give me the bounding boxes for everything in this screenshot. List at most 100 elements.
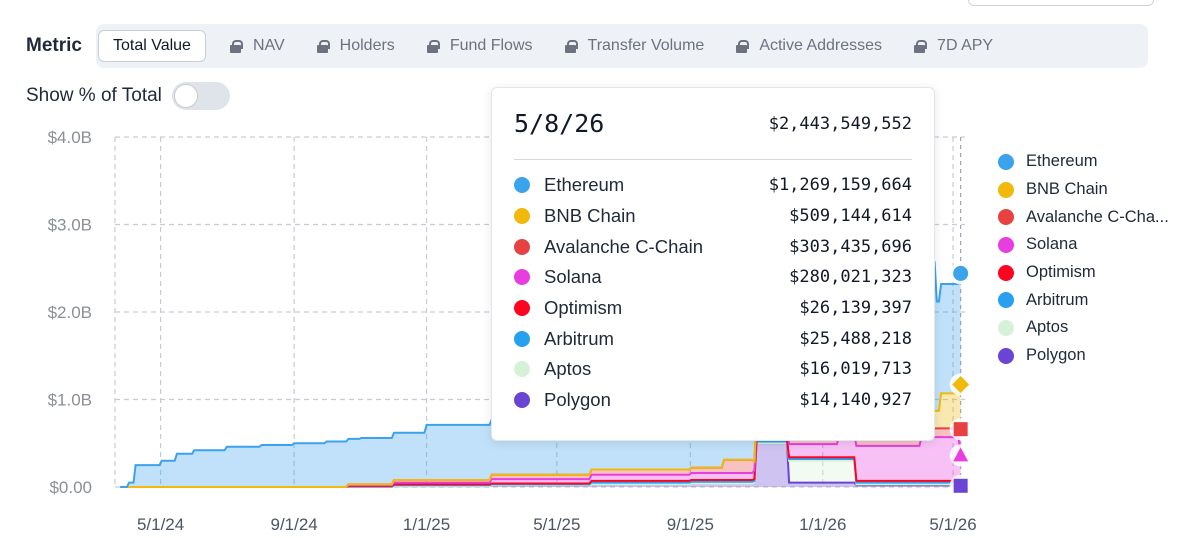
legend-label: Optimism — [1026, 263, 1096, 282]
tooltip-date: 5/8/26 — [514, 109, 605, 138]
show-percent-toggle[interactable] — [171, 82, 230, 110]
tooltip-series-name: Ethereum — [544, 174, 625, 196]
legend-swatch — [998, 153, 1014, 170]
tooltip-series-value: $16,019,713 — [799, 359, 912, 380]
legend-label: Polygon — [1026, 346, 1086, 365]
show-percent-row: Show % of Total — [26, 82, 230, 110]
legend-label: Arbitrum — [1026, 290, 1089, 309]
x-tick-label: 5/1/24 — [137, 515, 184, 534]
metric-label: Metric — [26, 35, 82, 56]
legend-item-arbitrum[interactable]: Arbitrum — [998, 286, 1169, 314]
tooltip-swatch — [514, 269, 530, 286]
tooltip-swatch — [514, 208, 530, 225]
tab-total-value[interactable]: Total Value — [97, 30, 206, 62]
legend-label: Avalanche C-Cha... — [1026, 207, 1169, 226]
chart-hover-markers — [949, 137, 972, 497]
legend-label: Ethereum — [1026, 152, 1098, 171]
y-tick-label: $2.0B — [48, 303, 92, 322]
hover-marker-bnb-chain — [952, 376, 970, 394]
legend-item-avalanche-c-cha[interactable]: Avalanche C-Cha... — [998, 203, 1169, 231]
legend-swatch — [998, 347, 1014, 364]
legend-swatch — [998, 264, 1014, 281]
legend-item-polygon[interactable]: Polygon — [998, 342, 1169, 370]
tooltip-series-name: Arbitrum — [544, 327, 614, 349]
area-aptos — [120, 443, 961, 487]
hover-marker-avalanche-c-chain — [953, 422, 968, 437]
tab-label: Total Value — [112, 37, 191, 54]
x-tick-label: 5/1/25 — [533, 515, 580, 534]
tooltip-row-aptos: Aptos $16,019,713 — [514, 354, 912, 385]
tooltip-series-value: $1,269,159,664 — [768, 175, 912, 196]
metric-tab-bar: Total Value NAV Holders Fund Flows Transfer … — [95, 24, 1148, 68]
tooltip-series-name: Optimism — [544, 297, 623, 319]
tooltip-row-polygon: Polygon $14,140,927 — [514, 385, 912, 416]
tooltip-series-name: Polygon — [544, 389, 611, 411]
x-tick-label: 9/1/24 — [270, 515, 317, 534]
tab-fund-flows[interactable]: Fund Flows — [411, 30, 549, 62]
tooltip-swatch — [514, 330, 530, 347]
x-tick-label: 9/1/25 — [667, 515, 714, 534]
tooltip-row-avalanche-c-chain: Avalanche C-Chain $303,435,696 — [514, 231, 912, 262]
tooltip-row-bnb-chain: BNB Chain $509,144,614 — [514, 201, 912, 232]
metric-selector: Metric Total Value NAV Holders Fund Flows Tr… — [26, 24, 1148, 68]
hover-marker-solana — [953, 447, 969, 462]
legend-label: BNB Chain — [1026, 180, 1108, 199]
tooltip-series-name: Aptos — [544, 358, 592, 380]
hover-tooltip: 5/8/26 $2,443,549,552 Ethereum $1,269,159… — [491, 87, 935, 441]
tab-transfer-volume[interactable]: Transfer Volume — [549, 30, 721, 62]
lock-icon — [914, 39, 928, 53]
tooltip-series-value: $26,139,397 — [799, 298, 912, 319]
lock-icon — [316, 39, 330, 53]
tooltip-series-value: $509,144,614 — [789, 206, 912, 227]
x-tick-label: 1/1/25 — [403, 515, 450, 534]
tab-label: Fund Flows — [449, 37, 533, 54]
tooltip-series-name: Solana — [544, 266, 602, 288]
show-percent-label: Show % of Total — [26, 85, 162, 106]
tab-nav[interactable]: NAV — [214, 30, 301, 62]
legend-item-bnb-chain[interactable]: BNB Chain — [998, 176, 1169, 204]
tooltip-series-value: $14,140,927 — [799, 390, 912, 411]
chart-axes: $0.00 $1.0B $2.0B $3.0B $4.0B 5/1/24 9/1/24 1/1… — [48, 128, 977, 534]
legend-label: Solana — [1026, 235, 1078, 254]
y-tick-label: $1.0B — [48, 391, 92, 410]
hover-marker-polygon — [953, 478, 968, 493]
tooltip-series-value: $280,021,323 — [789, 267, 912, 288]
tooltip-swatch — [514, 238, 530, 255]
y-tick-label: $0.00 — [49, 478, 92, 497]
legend-swatch — [998, 181, 1014, 198]
tooltip-swatch — [514, 361, 530, 378]
tooltip-row-optimism: Optimism $26,139,397 — [514, 293, 912, 324]
tab-label: 7D APY — [937, 37, 994, 54]
legend-item-aptos[interactable]: Aptos — [998, 314, 1169, 342]
tab-holders[interactable]: Holders — [301, 30, 411, 62]
tooltip-swatch — [514, 177, 530, 194]
tab-active-addresses[interactable]: Active Addresses — [720, 30, 898, 62]
legend-item-ethereum[interactable]: Ethereum — [998, 148, 1169, 176]
toggle-knob — [173, 84, 198, 108]
tooltip-total: $2,443,549,552 — [768, 113, 912, 134]
lock-icon — [229, 39, 243, 53]
y-tick-label: $4.0B — [48, 128, 92, 147]
tab-label: Transfer Volume — [587, 37, 705, 54]
hover-marker-ethereum — [953, 265, 969, 281]
tab-7d-apy[interactable]: 7D APY — [898, 30, 1009, 62]
tooltip-row-solana: Solana $280,021,323 — [514, 262, 912, 293]
lock-icon — [426, 39, 440, 53]
legend-item-optimism[interactable]: Optimism — [998, 259, 1169, 287]
tooltip-swatch — [514, 300, 530, 317]
area-avalanche-c-chain — [120, 417, 961, 487]
tooltip-series-value: $303,435,696 — [789, 236, 912, 257]
tooltip-row-arbitrum: Arbitrum $25,488,218 — [514, 323, 912, 354]
tooltip-row-ethereum: Ethereum $1,269,159,664 — [514, 170, 912, 201]
lock-icon — [564, 39, 578, 53]
legend-item-solana[interactable]: Solana — [998, 231, 1169, 259]
lock-icon — [736, 39, 750, 53]
x-tick-label: 1/1/26 — [799, 515, 846, 534]
tooltip-header: 5/8/26 $2,443,549,552 — [514, 88, 912, 160]
tooltip-series-name: BNB Chain — [544, 205, 636, 227]
tooltip-series-name: Avalanche C-Chain — [544, 235, 704, 257]
tooltip-series-value: $25,488,218 — [799, 328, 912, 349]
tooltip-swatch — [514, 392, 530, 409]
legend-label: Aptos — [1026, 318, 1069, 337]
tooltip-rows: Ethereum $1,269,159,664 BNB Chain $509,144,… — [514, 170, 912, 416]
